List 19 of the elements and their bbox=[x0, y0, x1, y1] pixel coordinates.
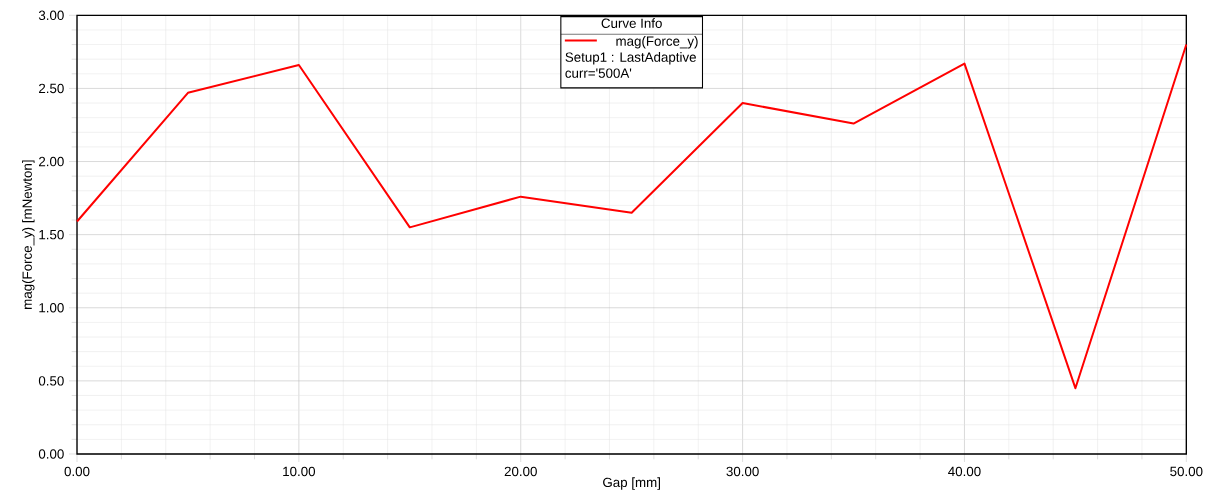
y-tick-label: 1.50 bbox=[39, 229, 64, 240]
legend-label: mag(Force_y) bbox=[616, 36, 698, 49]
x-tick-label: 0.00 bbox=[64, 466, 90, 477]
y-tick-label: 0.00 bbox=[38, 449, 64, 459]
y-axis-title: mag(Force_y) [mNewton] bbox=[22, 160, 35, 309]
x-tick-label: 10.00 bbox=[283, 466, 316, 477]
y-tick-label: 0.50 bbox=[38, 376, 64, 386]
x-tick-label: 40.00 bbox=[948, 466, 981, 477]
annotation: curr='500A' bbox=[565, 68, 632, 78]
x-axis-title: Gap [mm] bbox=[603, 477, 660, 490]
y-tick-label: 1.00 bbox=[39, 303, 64, 313]
x-tick-label: 20.00 bbox=[504, 466, 537, 477]
y-tick-label: 2.00 bbox=[39, 156, 64, 167]
x-tick-label: 30.00 bbox=[726, 466, 759, 477]
annotation: Setup1 : LastAdaptive bbox=[565, 52, 696, 65]
x-tick-label: 50.00 bbox=[1170, 466, 1203, 477]
y-tick-label: 2.50 bbox=[39, 83, 64, 94]
legend-title: Curve Info bbox=[601, 18, 662, 28]
y-tick-label: 3.00 bbox=[38, 10, 64, 21]
